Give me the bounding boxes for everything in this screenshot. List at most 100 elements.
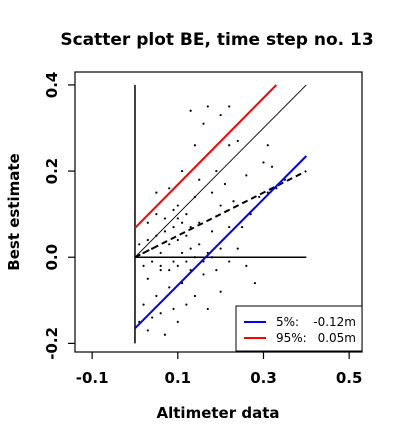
data-point xyxy=(159,251,162,255)
data-point xyxy=(219,247,222,250)
data-point xyxy=(176,238,179,242)
data-point xyxy=(210,230,214,233)
x-axis-label: Altimeter data xyxy=(157,404,280,422)
x-tick-label: 0.3 xyxy=(250,369,277,387)
data-point xyxy=(219,290,222,293)
data-point xyxy=(151,316,154,319)
data-point xyxy=(262,161,265,164)
data-point xyxy=(193,294,197,298)
data-point xyxy=(245,174,248,177)
data-point xyxy=(232,200,235,203)
data-point xyxy=(202,273,205,276)
data-point xyxy=(151,260,154,263)
identity-line xyxy=(134,84,307,258)
data-point xyxy=(172,208,175,211)
x-tick-label: 0.1 xyxy=(165,369,192,387)
data-point xyxy=(159,264,162,267)
data-point xyxy=(219,204,222,207)
legend-value-5pct: -0.12m xyxy=(313,315,356,329)
data-point xyxy=(185,234,188,237)
data-point xyxy=(193,144,197,147)
y-axis-label: Best estimate xyxy=(5,153,23,270)
data-point xyxy=(228,144,231,147)
data-point xyxy=(266,144,269,147)
data-point xyxy=(270,165,274,168)
plot-frame xyxy=(74,71,363,353)
data-point xyxy=(176,320,179,323)
legend-label-5pct: 5%: xyxy=(276,315,299,329)
data-point xyxy=(163,333,167,336)
data-point xyxy=(180,169,184,173)
data-point xyxy=(172,307,175,311)
data-point xyxy=(228,225,231,229)
data-point xyxy=(172,225,175,229)
fit-line xyxy=(134,170,307,259)
data-point xyxy=(172,260,175,263)
data-point xyxy=(155,294,158,298)
data-point xyxy=(189,225,192,229)
data-point xyxy=(202,122,205,125)
y-tick-label: -0.2 xyxy=(43,327,61,360)
data-point xyxy=(138,243,141,246)
legend: 5%: -0.12m 95%: 0.05m xyxy=(235,305,363,352)
y-tick-label: 0.4 xyxy=(43,72,61,99)
data-point xyxy=(228,260,231,263)
chart-title: Scatter plot BE, time step no. 13 xyxy=(60,30,373,50)
data-point xyxy=(159,312,162,315)
data-point xyxy=(210,191,214,194)
data-point xyxy=(215,269,218,272)
data-point xyxy=(159,269,162,272)
data-point xyxy=(168,286,171,289)
data-point xyxy=(206,105,209,108)
data-point xyxy=(151,247,154,250)
data-point xyxy=(258,195,261,199)
y-tick-label: 0.0 xyxy=(43,244,61,271)
data-point xyxy=(236,247,239,250)
data-point xyxy=(180,221,184,224)
data-point xyxy=(185,213,188,216)
data-point xyxy=(223,182,227,186)
data-point xyxy=(228,105,231,108)
percentile-95-line xyxy=(134,84,278,229)
legend-label-95pct: 95%: xyxy=(276,331,307,345)
data-point xyxy=(142,264,145,267)
data-point xyxy=(176,204,179,207)
data-point xyxy=(245,264,248,267)
data-point xyxy=(180,251,184,255)
scatter-points xyxy=(138,105,286,336)
data-point xyxy=(163,217,167,220)
data-point xyxy=(236,139,239,143)
data-point xyxy=(189,109,192,112)
data-point xyxy=(206,307,209,311)
data-point xyxy=(146,277,149,280)
data-point xyxy=(185,303,188,306)
data-point xyxy=(168,187,171,190)
data-point xyxy=(176,264,179,267)
y-tick-label: 0.2 xyxy=(43,158,61,185)
data-point xyxy=(189,247,192,250)
data-point xyxy=(185,260,188,263)
data-point xyxy=(176,217,179,220)
x-tick-label: 0.5 xyxy=(336,369,363,387)
data-point xyxy=(163,230,167,233)
legend-box xyxy=(235,305,363,352)
data-point xyxy=(168,269,171,272)
data-point xyxy=(146,329,149,332)
x-tick-label: -0.1 xyxy=(76,369,109,387)
data-point xyxy=(240,225,244,229)
data-point xyxy=(219,113,222,117)
data-point xyxy=(155,213,158,216)
data-point xyxy=(198,221,201,224)
data-point xyxy=(215,169,218,173)
data-point xyxy=(198,178,201,181)
data-point xyxy=(146,238,149,242)
reference-lines xyxy=(134,84,308,344)
axis-ticks: -0.1 0.1 0.3 0.5 -0.2 0.0 0.2 0.4 xyxy=(43,72,362,387)
data-point xyxy=(155,191,158,194)
data-point xyxy=(253,281,257,285)
data-point xyxy=(198,243,201,246)
percentile-5-line xyxy=(134,155,308,330)
legend-value-95pct: 0.05m xyxy=(318,331,356,345)
data-point xyxy=(168,243,171,246)
